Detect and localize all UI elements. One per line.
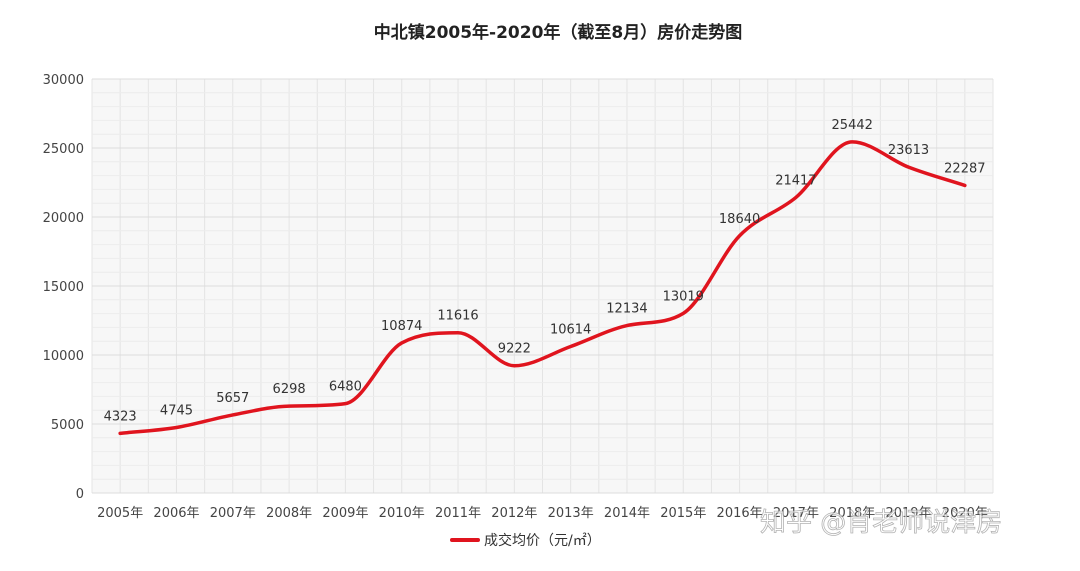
- x-tick-label: 2007年: [210, 506, 256, 521]
- x-tick-label: 2011年: [435, 506, 481, 521]
- x-tick-label: 2012年: [491, 506, 537, 521]
- data-label: 25442: [832, 118, 873, 133]
- x-tick-label: 2018年: [829, 506, 875, 521]
- x-tick-label: 2014年: [604, 506, 650, 521]
- x-tick-label: 2010年: [379, 506, 425, 521]
- x-tick-label: 2015年: [660, 506, 706, 521]
- data-label: 10874: [381, 319, 422, 334]
- y-tick-label: 25000: [43, 142, 84, 157]
- series: [118, 140, 967, 436]
- data-label: 10614: [550, 323, 591, 338]
- x-tick-label: 2013年: [548, 506, 594, 521]
- data-label: 6298: [273, 382, 306, 397]
- y-tick-label: 30000: [43, 73, 84, 88]
- y-tick-label: 15000: [43, 280, 84, 295]
- x-tick-label: 2005年: [97, 506, 143, 521]
- legend: 成交均价（元/㎡）: [450, 532, 601, 549]
- data-label: 11616: [437, 309, 478, 324]
- data-label: 4323: [104, 409, 137, 424]
- data-label: 5657: [216, 391, 249, 406]
- data-labels: 4323 4745 5657 6298 6480 10874 11616 9222 10614 1…: [104, 118, 986, 424]
- data-label: 18640: [719, 212, 760, 227]
- data-label: 9222: [498, 342, 531, 357]
- x-tick-label: 2017年: [773, 506, 819, 521]
- x-tick-label: 2019年: [885, 506, 931, 521]
- data-label: 22287: [944, 161, 985, 176]
- x-tick-label: 2008年: [266, 506, 312, 521]
- y-tick-label: 10000: [43, 349, 84, 364]
- y-tick-label: 0: [76, 487, 84, 502]
- data-label: 13019: [663, 289, 704, 304]
- data-label: 12134: [606, 302, 647, 317]
- chart-title: 中北镇2005年-2020年（截至8月）房价走势图: [374, 22, 743, 43]
- data-label: 21417: [775, 173, 816, 188]
- series-line: [118, 140, 967, 436]
- data-label: 4745: [160, 404, 193, 419]
- x-axis: 2005年 2006年 2007年 2008年 2009年 2010年 2011年 2012年…: [97, 506, 988, 521]
- watermark: 知乎 @肖老师说津房: [760, 508, 1002, 538]
- y-axis: 0 5000 10000 15000 20000 25000 30000: [43, 73, 84, 502]
- data-label: 23613: [888, 143, 929, 158]
- x-tick-label: 2020年: [942, 506, 988, 521]
- legend-label: 成交均价（元/㎡）: [484, 532, 601, 549]
- x-tick-label: 2006年: [153, 506, 199, 521]
- y-tick-label: 20000: [43, 211, 84, 226]
- y-tick-label: 5000: [51, 418, 84, 433]
- grid: [91, 78, 994, 494]
- x-tick-label: 2016年: [717, 506, 763, 521]
- data-label: 6480: [329, 380, 362, 395]
- x-tick-label: 2009年: [322, 506, 368, 521]
